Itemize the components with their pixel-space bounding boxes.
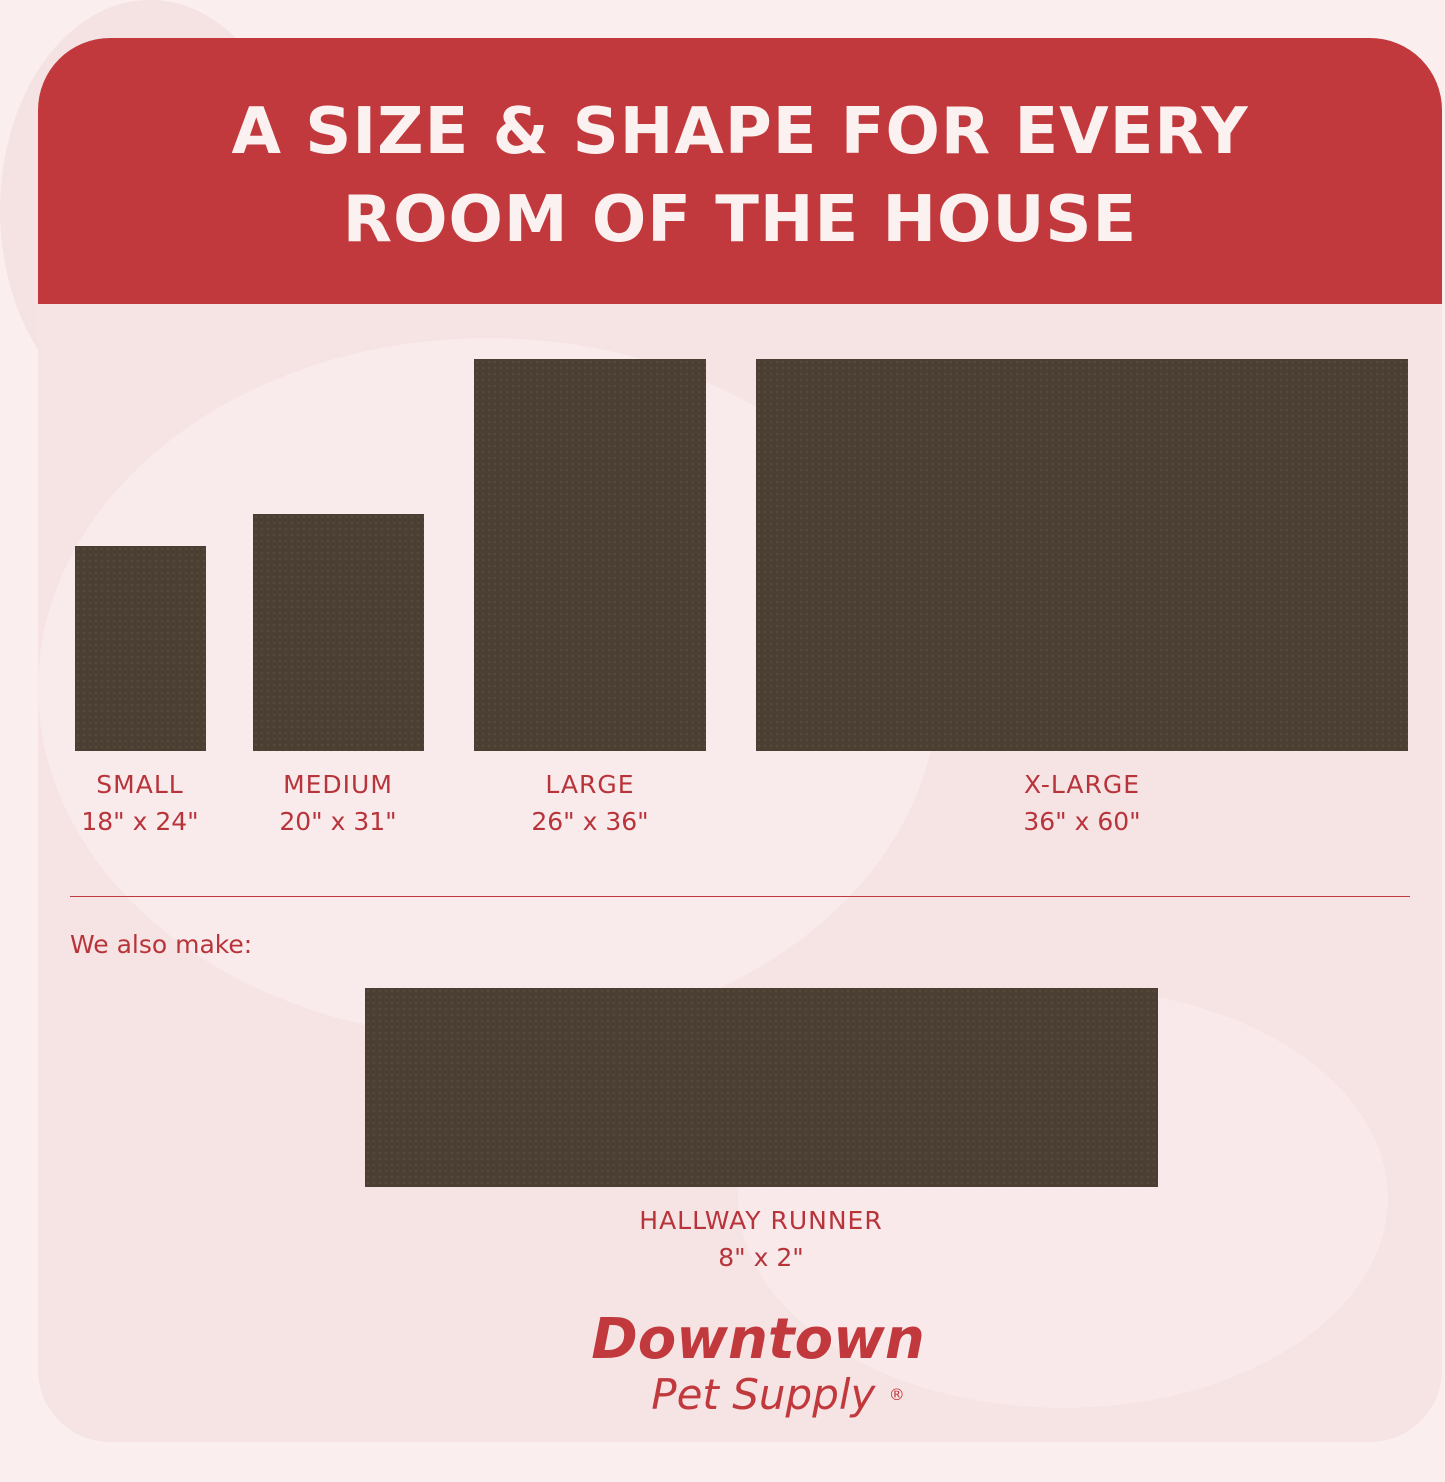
logo-text: Pet Supply [651, 1370, 876, 1419]
brand-logo: Downtown Pet Supply ® [558, 1310, 958, 1420]
size-name: X-LARGE [1023, 770, 1141, 799]
size-label-large: LARGE 26" x 36" [490, 766, 690, 840]
size-label-x-large: X-LARGE 36" x 60" [982, 766, 1182, 840]
size-name: SMALL [96, 770, 184, 799]
size-name: MEDIUM [283, 770, 393, 799]
divider [70, 896, 1410, 897]
also-make-label: We also make: [70, 930, 253, 959]
size-label-small: SMALL 18" x 24" [40, 766, 240, 840]
mat-hallway-runner [365, 988, 1158, 1187]
page-title: A SIZE & SHAPE FOR EVERY ROOM OF THE HOU… [38, 88, 1442, 264]
mat-x-large [756, 359, 1408, 751]
title-line-1: A SIZE & SHAPE FOR EVERY [231, 95, 1249, 169]
logo-line-2: Pet Supply ® [598, 1370, 958, 1420]
mat-medium [253, 514, 424, 751]
mat-small [75, 546, 206, 751]
title-line-2: ROOM OF THE HOUSE [342, 183, 1138, 257]
size-dimensions: 18" x 24" [81, 807, 199, 836]
mat-large [474, 359, 706, 751]
size-label-hallway-runner: HALLWAY RUNNER 8" x 2" [561, 1202, 961, 1276]
logo-line-1: Downtown [591, 1307, 925, 1372]
size-dimensions: 20" x 31" [279, 807, 397, 836]
infographic-card: A SIZE & SHAPE FOR EVERY ROOM OF THE HOU… [38, 38, 1442, 1442]
size-dimensions: 36" x 60" [1023, 807, 1141, 836]
size-dimensions: 26" x 36" [531, 807, 649, 836]
size-dimensions: 8" x 2" [718, 1243, 804, 1272]
registered-mark: ® [888, 1385, 905, 1404]
size-name: HALLWAY RUNNER [639, 1206, 883, 1235]
size-name: LARGE [545, 770, 635, 799]
size-label-medium: MEDIUM 20" x 31" [238, 766, 438, 840]
header-banner: A SIZE & SHAPE FOR EVERY ROOM OF THE HOU… [38, 38, 1442, 304]
